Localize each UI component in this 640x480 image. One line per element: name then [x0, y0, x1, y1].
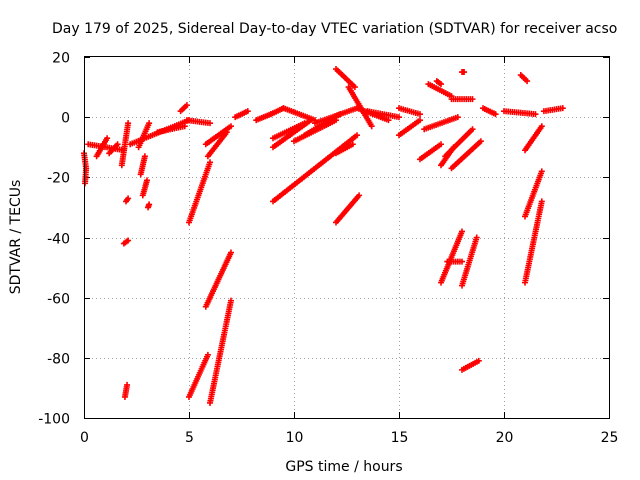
- y-tick-label: -40: [47, 232, 70, 248]
- data-point: [351, 84, 358, 91]
- data-point: [301, 120, 308, 127]
- data-point: [469, 96, 476, 103]
- data-point: [396, 114, 402, 121]
- data-point: [356, 192, 363, 199]
- data-point: [124, 381, 131, 388]
- data-point: [475, 357, 482, 364]
- y-tick-label: -80: [47, 352, 70, 368]
- data-point: [141, 153, 148, 160]
- data-points: [81, 66, 566, 406]
- data-point: [125, 195, 132, 202]
- data-point: [538, 168, 545, 175]
- y-tick-labels: -100 -80 -60 -40 -20 0 20: [38, 51, 70, 428]
- data-point: [461, 69, 468, 76]
- data-point: [207, 159, 213, 166]
- data-point: [459, 228, 465, 235]
- data-point: [473, 234, 480, 241]
- x-tick-label: 10: [286, 430, 304, 446]
- x-tick-label: 25: [601, 430, 619, 446]
- data-point: [204, 351, 211, 358]
- data-point: [228, 297, 234, 304]
- x-tick-label: 5: [185, 430, 194, 446]
- y-tick-label: -100: [38, 412, 70, 428]
- data-point: [354, 132, 360, 139]
- data-point: [559, 105, 566, 112]
- data-point: [207, 120, 213, 127]
- data-point: [104, 135, 111, 142]
- x-tick-label: 15: [391, 430, 409, 446]
- plot-frame: [84, 56, 610, 419]
- data-point: [146, 201, 153, 208]
- data-point: [492, 111, 499, 118]
- data-point: [125, 120, 132, 127]
- x-tick-label: 0: [80, 430, 89, 446]
- data-point: [146, 120, 153, 127]
- data-point: [538, 198, 545, 205]
- data-point: [538, 123, 545, 130]
- x-tick-label: 20: [496, 430, 514, 446]
- y-tick-label: 20: [52, 51, 70, 67]
- data-point: [454, 114, 461, 121]
- y-tick-label: -60: [47, 292, 70, 308]
- data-point: [438, 141, 444, 148]
- data-point: [532, 111, 539, 118]
- data-point: [125, 237, 132, 244]
- data-point: [183, 102, 190, 109]
- data-point: [228, 249, 234, 256]
- data-point: [228, 123, 234, 130]
- data-point: [82, 180, 89, 187]
- data-point: [385, 117, 392, 124]
- data-point: [417, 117, 423, 124]
- data-point: [114, 141, 121, 148]
- data-point: [459, 258, 465, 265]
- data-point: [438, 81, 444, 88]
- data-point: [477, 138, 484, 145]
- chart-title: Day 179 of 2025, Sidereal Day-to-day VTE…: [52, 21, 617, 37]
- y-tick-label: 0: [61, 111, 70, 127]
- y-tick-label: -20: [47, 171, 70, 187]
- data-point: [417, 111, 423, 118]
- data-point: [524, 78, 531, 85]
- data-point: [368, 123, 375, 130]
- y-axis-label: SDTVAR / TECUs: [8, 180, 24, 295]
- x-axis-label: GPS time / hours: [285, 459, 402, 475]
- data-point: [181, 123, 188, 130]
- data-point: [349, 141, 356, 148]
- data-point: [223, 129, 230, 136]
- data-point: [469, 126, 476, 133]
- data-point: [244, 108, 251, 115]
- x-tick-labels: 0 5 10 15 20 25: [80, 430, 618, 446]
- data-point: [144, 177, 150, 184]
